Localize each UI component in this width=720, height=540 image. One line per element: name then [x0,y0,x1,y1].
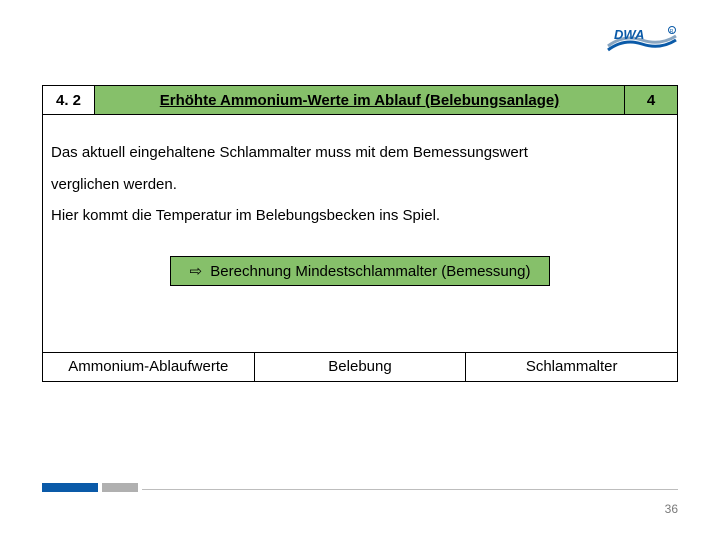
arrow-right-icon: ⇨ [190,263,203,280]
decor-line [142,489,678,490]
decor-blue-block [42,483,98,492]
footer-tab-schlammalter[interactable]: Schlammalter [466,353,677,381]
action-box[interactable]: ⇨ Berechnung Mindestschlammalter (Bemess… [170,256,550,286]
slide-number: 36 [665,502,678,516]
body-line-3: Hier kommt die Temperatur im Belebungsbe… [51,200,669,232]
footer-tab-ammonium[interactable]: Ammonium-Ablaufwerte [43,353,255,381]
header-row: 4. 2 Erhöhte Ammonium-Werte im Ablauf (B… [43,86,677,115]
decor-bar [42,482,678,492]
footer-tab-belebung[interactable]: Belebung [255,353,467,381]
body-text: Das aktuell eingehaltene Schlammalter mu… [43,115,677,244]
body-line-2: verglichen werden. [51,169,669,201]
action-label: Berechnung Mindestschlammalter (Bemessun… [210,263,530,280]
slide-content-frame: 4. 2 Erhöhte Ammonium-Werte im Ablauf (B… [42,85,678,382]
svg-text:R: R [670,29,674,35]
footer-tabs-row: Ammonium-Ablaufwerte Belebung Schlammalt… [43,352,677,381]
section-number: 4. 2 [43,86,95,114]
slide-title: Erhöhte Ammonium-Werte im Ablauf (Belebu… [95,86,625,114]
dwa-logo: DWA R [606,26,678,56]
decor-gray-block [102,483,138,492]
logo-text: DWA [614,27,644,42]
body-line-1: Das aktuell eingehaltene Schlammalter mu… [51,137,669,169]
section-page: 4 [625,86,677,114]
